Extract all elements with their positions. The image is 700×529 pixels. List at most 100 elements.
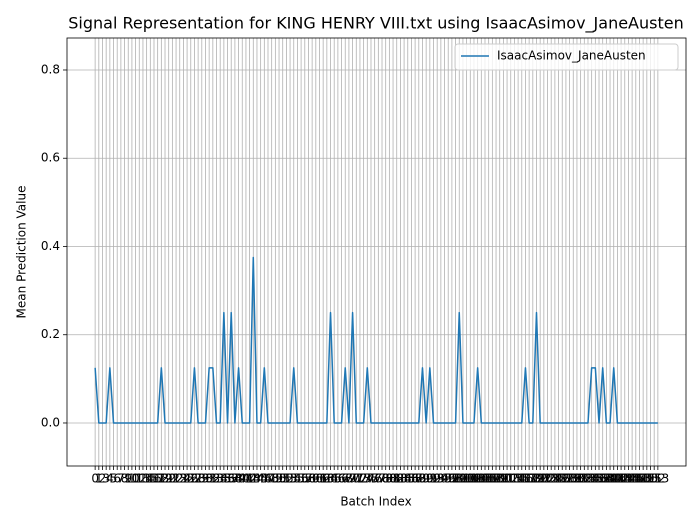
legend-label: IsaacAsimov_JaneAusten (497, 49, 646, 63)
x-tick-label: 89 (415, 472, 430, 486)
x-tick-label: 6 (113, 472, 121, 486)
x-tick-label: 88 (411, 472, 426, 486)
x-tick-label: 118 (518, 472, 541, 486)
x-tick-label: 85 (400, 472, 415, 486)
x-tick-label: 75 (363, 472, 378, 486)
x-tick-label: 102 (459, 472, 482, 486)
x-tick-label: 13 (135, 472, 150, 486)
x-tick-label: 2 (99, 472, 107, 486)
x-tick-label: 99 (452, 472, 467, 486)
x-tick-label: 40 (235, 472, 250, 486)
x-tick-label: 74 (360, 472, 375, 486)
x-tick-label: 128 (554, 472, 577, 486)
x-tick-label: 71 (349, 472, 364, 486)
x-tick-label: 66 (330, 472, 345, 486)
y-axis-label: Mean Prediction Value (15, 186, 29, 319)
x-tick-label: 72 (352, 472, 367, 486)
x-tick-label: 145 (617, 472, 640, 486)
x-tick-label: 62 (316, 472, 331, 486)
x-tick-label: 69 (341, 472, 356, 486)
x-tick-label: 76 (367, 472, 382, 486)
x-tick-label: 78 (374, 472, 389, 486)
x-tick-label: 124 (540, 472, 563, 486)
x-tick-label: 115 (507, 472, 530, 486)
x-tick-label: 61 (312, 472, 327, 486)
x-tick-label: 136 (584, 472, 607, 486)
x-tick-label: 135 (580, 472, 603, 486)
x-tick-label: 148 (628, 472, 651, 486)
x-tick-label: 152 (643, 472, 666, 486)
x-tick-label: 26 (183, 472, 198, 486)
x-tick-label: 126 (547, 472, 570, 486)
x-tick-label: 59 (304, 472, 319, 486)
x-tick-label: 106 (474, 472, 497, 486)
y-tick-label: 0.0 (41, 415, 60, 429)
x-tick-label: 95 (437, 472, 452, 486)
x-tick-label: 101 (455, 472, 478, 486)
x-tick-label: 17 (150, 472, 165, 486)
x-tick-label: 130 (562, 472, 585, 486)
x-tick-label: 131 (565, 472, 588, 486)
x-tick-label: 149 (632, 472, 655, 486)
x-tick-label: 98 (448, 472, 463, 486)
x-axis-label: Batch Index (340, 495, 411, 509)
x-tick-label: 113 (499, 472, 522, 486)
x-tick-label: 119 (521, 472, 544, 486)
x-tick-label: 139 (595, 472, 618, 486)
x-tick-label: 22 (168, 472, 183, 486)
x-tick-label: 109 (485, 472, 508, 486)
x-tick-label: 7 (117, 472, 125, 486)
x-tick-label: 125 (543, 472, 566, 486)
x-tick-label: 123 (536, 472, 559, 486)
x-tick-label: 112 (496, 472, 519, 486)
x-tick-label: 8 (121, 472, 129, 486)
x-tick-label: 35 (216, 472, 231, 486)
x-tick-label: 97 (444, 472, 459, 486)
legend-box (454, 43, 679, 71)
x-tick-label: 12 (132, 472, 147, 486)
x-tick-label: 70 (345, 472, 360, 486)
x-tick-label: 21 (165, 472, 180, 486)
x-tick-label: 14 (139, 472, 154, 486)
x-tick-label: 4 (106, 472, 114, 486)
x-tick-label: 94 (433, 472, 448, 486)
x-tick-label: 150 (635, 472, 658, 486)
x-tick-label: 111 (492, 472, 515, 486)
x-tick-label: 137 (588, 472, 611, 486)
x-tick-label: 3 (102, 472, 110, 486)
chart-title: Signal Representation for KING HENRY VII… (68, 14, 683, 34)
x-tick-label: 1 (95, 472, 103, 486)
x-tick-label: 87 (407, 472, 422, 486)
x-tick-label: 103 (463, 472, 486, 486)
x-tick-label: 86 (404, 472, 419, 486)
x-tick-label: 142 (606, 472, 629, 486)
x-tick-label: 10 (124, 472, 139, 486)
x-tick-label: 11 (128, 472, 143, 486)
x-tick-label: 110 (488, 472, 511, 486)
x-tick-label: 39 (231, 472, 246, 486)
x-tick-label: 90 (419, 472, 434, 486)
x-tick-label: 57 (297, 472, 312, 486)
x-tick-label: 32 (205, 472, 220, 486)
x-tick-label: 122 (532, 472, 555, 486)
x-tick-label: 20 (161, 472, 176, 486)
x-tick-label: 46 (257, 472, 272, 486)
x-tick-label: 80 (382, 472, 397, 486)
x-tick-label: 84 (396, 472, 411, 486)
x-tick-label: 52 (279, 472, 294, 486)
x-tick-label: 116 (510, 472, 533, 486)
x-tick-label: 56 (293, 472, 308, 486)
x-tick-label: 151 (639, 472, 662, 486)
x-tick-label: 23 (172, 472, 187, 486)
x-tick-label: 60 (308, 472, 323, 486)
x-tick-label: 117 (514, 472, 537, 486)
x-tick-label: 68 (338, 472, 353, 486)
x-tick-label: 67 (334, 472, 349, 486)
x-tick-label: 45 (253, 472, 268, 486)
x-tick-label: 34 (213, 472, 228, 486)
x-tick-label: 92 (426, 472, 441, 486)
y-tick-label: 0.4 (41, 239, 60, 253)
x-tick-label: 127 (551, 472, 574, 486)
x-tick-label: 147 (624, 472, 647, 486)
